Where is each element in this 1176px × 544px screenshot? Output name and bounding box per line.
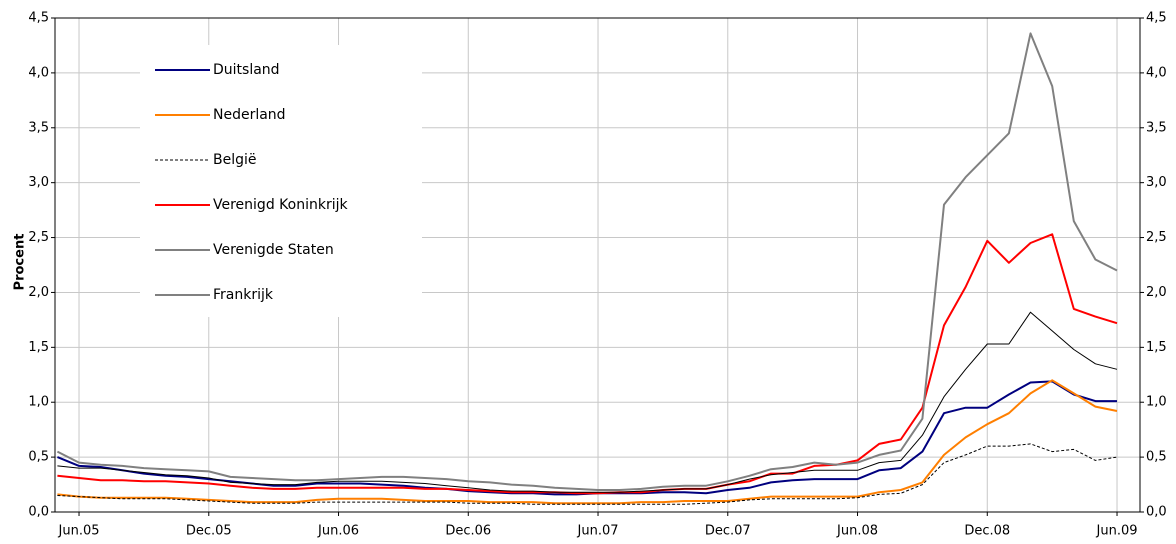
x-tick-label: Dec.06 [445, 524, 491, 539]
y-tick-label: 2,5 [28, 230, 49, 245]
series-line [57, 380, 1117, 496]
legend-label: België [213, 152, 257, 168]
y-tick-label: 4,5 [28, 11, 49, 26]
y-tick-label: 1,0 [28, 395, 49, 410]
plot-frame [54, 17, 1141, 513]
x-tick-label: Jun.09 [1096, 524, 1138, 539]
x-tick-label: Dec.05 [186, 524, 232, 539]
y2-tick-label: 1,5 [1146, 340, 1167, 355]
y2-tick-label: 2,0 [1146, 285, 1167, 300]
y2-tick-label: 2,5 [1146, 230, 1167, 245]
x-tick-label: Dec.07 [705, 524, 751, 539]
series-line [57, 233, 1118, 495]
y-tick-label: 0,5 [28, 450, 49, 465]
legend-label: Nederland [213, 107, 286, 123]
series-line [56, 32, 1118, 491]
y-tick-label: 0,0 [28, 505, 49, 520]
series-line [57, 443, 1118, 505]
y2-tick-label: 3,0 [1146, 175, 1167, 190]
y-axis-label: Procent [13, 234, 28, 291]
x-tick-label: Dec.08 [964, 524, 1010, 539]
y-tick-label: 4,0 [28, 65, 49, 80]
y2-tick-label: 4,0 [1146, 65, 1167, 80]
legend-label: Frankrijk [213, 287, 274, 303]
y2-tick-label: 1,0 [1146, 395, 1167, 410]
x-tick-label: Jun.07 [577, 524, 619, 539]
legend-label: Verenigd Koninkrijk [213, 197, 348, 213]
y-tick-label: 3,0 [28, 175, 49, 190]
y-tick-label: 1,5 [28, 340, 49, 355]
y-tick-label: 2,0 [28, 285, 49, 300]
y2-tick-label: 0,5 [1146, 450, 1167, 465]
series-line [57, 311, 1118, 493]
series-line [57, 379, 1118, 505]
x-tick-label: Jun.05 [58, 524, 100, 539]
y2-tick-label: 4,5 [1146, 11, 1167, 26]
legend-label: Duitsland [213, 62, 280, 78]
y2-tick-label: 3,5 [1146, 120, 1167, 135]
y2-tick-label: 0,0 [1146, 505, 1167, 520]
x-tick-label: Jun.06 [317, 524, 359, 539]
x-tick-label: Jun.08 [836, 524, 878, 539]
legend-label: Verenigde Staten [213, 242, 334, 258]
y-tick-label: 3,5 [28, 120, 49, 135]
legend-box [140, 45, 422, 317]
